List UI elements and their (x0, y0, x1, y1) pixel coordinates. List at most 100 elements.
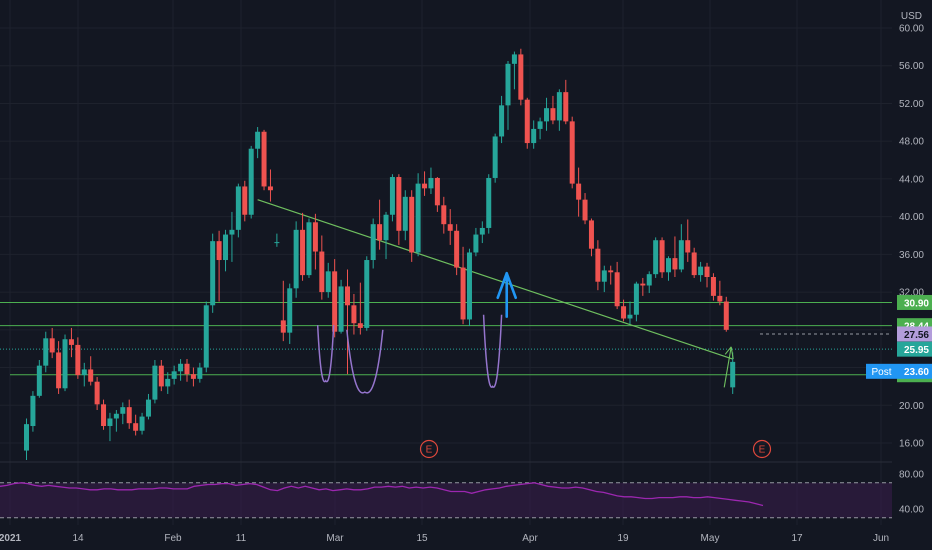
candle (235, 183, 241, 238)
candle-body (235, 186, 241, 230)
cup-pattern-drawing (346, 329, 384, 394)
candle (627, 301, 633, 325)
candle (544, 97, 550, 131)
candle (479, 221, 485, 244)
candle (409, 190, 415, 262)
candle-body (81, 369, 87, 376)
candle (524, 97, 530, 149)
candle (441, 196, 447, 234)
candle-body (229, 229, 235, 235)
price-label-badge: 30.90 (904, 298, 929, 309)
post-label-bg (866, 363, 897, 379)
candle (248, 145, 254, 219)
candle (216, 230, 222, 302)
candle (190, 367, 196, 387)
time-tick-label: Mar (326, 533, 344, 544)
earnings-circle (752, 439, 772, 459)
trendline-descending (257, 199, 733, 360)
time-axis[interactable]: 2021 14 Feb 11 Mar 15 Apr 19 May 17 Jun (0, 533, 889, 544)
candle (730, 352, 736, 394)
candle (569, 116, 575, 189)
candle (415, 173, 421, 257)
candle-body (261, 131, 267, 187)
trendline[interactable] (257, 199, 733, 360)
candle-body (447, 224, 453, 231)
candle (550, 95, 556, 125)
candle-body (524, 99, 530, 144)
cup-pattern-drawing (316, 325, 335, 383)
price-label-badge-bg (897, 326, 932, 342)
candle-body (68, 339, 74, 345)
candle (646, 271, 652, 294)
candle (434, 177, 440, 212)
candle-body (486, 177, 492, 228)
candle-body (678, 240, 684, 270)
time-tick-label: Apr (522, 533, 538, 544)
candle (94, 376, 100, 410)
candle-body (293, 229, 299, 289)
candle-body (531, 128, 537, 144)
candle-body (332, 271, 338, 332)
candle (608, 265, 614, 285)
candle (36, 360, 42, 398)
candle (640, 277, 646, 296)
candle (383, 211, 389, 260)
candle (396, 174, 402, 245)
candle-body (454, 230, 460, 268)
candle-body (556, 92, 562, 121)
candle (691, 247, 697, 278)
candle-body (710, 277, 716, 296)
candle (717, 280, 723, 306)
rsi-tick-label: 80.00 (899, 470, 924, 481)
candle (49, 327, 55, 359)
post-price-badge-bg (897, 363, 932, 379)
candle (293, 221, 299, 298)
candle (242, 180, 248, 222)
candle (364, 256, 370, 331)
candle-body (300, 229, 306, 276)
candle-body (24, 424, 29, 451)
candle-body (62, 339, 68, 389)
candle (280, 280, 286, 342)
candle (319, 235, 325, 300)
candle (88, 356, 94, 386)
candle (101, 399, 107, 430)
candle (30, 391, 36, 432)
candle-body (505, 63, 511, 106)
candle-body (190, 374, 196, 379)
candle-body (691, 252, 697, 276)
candle-body (441, 205, 447, 225)
candle (357, 282, 363, 335)
candle (672, 236, 678, 277)
candle (466, 248, 472, 327)
candle-body (473, 234, 479, 253)
candle-body (36, 365, 42, 396)
rsi-line (0, 482, 764, 507)
candle-body (178, 363, 184, 372)
earnings-marker: E (419, 439, 439, 459)
candle-body (518, 54, 524, 100)
candle (678, 224, 684, 273)
price-tick-label: 60.00 (899, 24, 924, 35)
candle-body (370, 224, 376, 261)
rsi-band-fill (0, 482, 892, 518)
candle-body (319, 251, 325, 293)
candle-body (203, 305, 209, 368)
candle (454, 224, 460, 276)
candle (723, 296, 729, 332)
candle-body (614, 272, 620, 307)
candle (312, 213, 318, 270)
candle (563, 79, 569, 125)
candle (223, 229, 229, 272)
candle-body (685, 240, 691, 253)
time-tick-label: May (701, 533, 720, 544)
candle-body (396, 177, 402, 231)
price-tick-label: 36.00 (899, 250, 924, 261)
price-tick-label: 20.00 (899, 401, 924, 412)
candle-body (479, 227, 485, 235)
candle-body (563, 92, 569, 122)
candle-body (242, 186, 248, 215)
candle-body (338, 286, 344, 332)
